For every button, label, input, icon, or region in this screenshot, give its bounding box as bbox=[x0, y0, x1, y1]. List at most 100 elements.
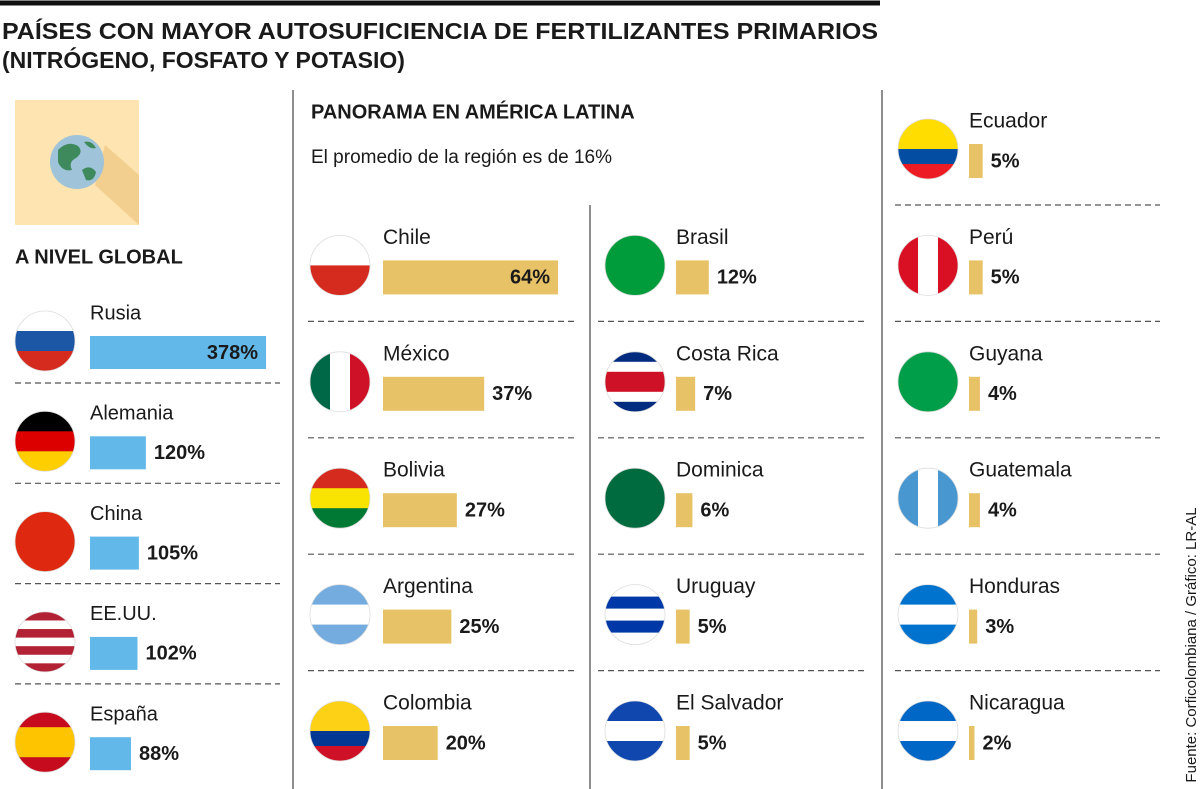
section-subtitle: El promedio de la región es de 16% bbox=[311, 147, 612, 168]
flag-outline bbox=[14, 611, 76, 673]
flag-outline bbox=[309, 234, 371, 296]
category-label: Costa Rica bbox=[676, 342, 779, 365]
bar bbox=[90, 336, 266, 369]
flag-stripe bbox=[605, 608, 665, 622]
flag-stripe bbox=[15, 411, 75, 432]
value-label: 2% bbox=[982, 732, 1011, 754]
bar bbox=[676, 726, 690, 760]
flag-stripe bbox=[918, 468, 939, 529]
category-label: España bbox=[90, 703, 159, 725]
flag-outline bbox=[604, 351, 666, 413]
flag-stripe bbox=[898, 701, 958, 722]
category-label: Colombia bbox=[383, 692, 472, 715]
flag-stripe bbox=[15, 637, 75, 647]
flag-stripe bbox=[15, 431, 75, 452]
flag-stripe bbox=[310, 604, 370, 626]
value-label: 3% bbox=[985, 616, 1014, 638]
flag bbox=[310, 468, 370, 529]
source: Fuente: Corficolombiana / Gráfico: LR-AL bbox=[1183, 507, 1200, 782]
flag-stripe bbox=[605, 401, 665, 412]
flag-outline bbox=[897, 118, 959, 180]
flag-stripe bbox=[310, 624, 370, 645]
bar bbox=[969, 260, 983, 295]
flag-stripe bbox=[605, 468, 665, 529]
flag-stripe bbox=[898, 741, 958, 761]
flag-stripe bbox=[898, 624, 958, 645]
section-title: PANORAMA EN AMÉRICA LATINA bbox=[311, 100, 635, 123]
bar bbox=[676, 493, 693, 528]
value-label: 27% bbox=[465, 499, 505, 521]
flag-outline bbox=[309, 700, 371, 762]
category-label: Ecuador bbox=[969, 110, 1047, 133]
flag-stripe bbox=[605, 235, 665, 296]
category-label: China bbox=[90, 503, 143, 525]
flag-stripe bbox=[605, 381, 665, 393]
bar bbox=[969, 144, 983, 178]
bar bbox=[383, 376, 485, 411]
flag-stripe bbox=[15, 611, 75, 621]
flag-stripe bbox=[898, 134, 958, 150]
flag-stripe bbox=[15, 331, 75, 352]
flag bbox=[898, 351, 958, 412]
value-label: 5% bbox=[991, 150, 1020, 172]
value-label: 4% bbox=[988, 383, 1017, 405]
bar bbox=[90, 636, 138, 670]
flag bbox=[605, 701, 665, 761]
flag-stripe bbox=[15, 311, 75, 332]
flag bbox=[898, 235, 958, 296]
flag-stripe bbox=[310, 351, 331, 412]
value-label: 4% bbox=[988, 499, 1017, 521]
bar bbox=[90, 436, 146, 470]
value-label: 12% bbox=[717, 267, 757, 289]
flag-stripe bbox=[310, 716, 370, 732]
flag-stripe bbox=[15, 451, 75, 472]
flag-stripe bbox=[330, 351, 351, 412]
flag bbox=[605, 351, 665, 412]
bar bbox=[383, 260, 558, 295]
value-label: 105% bbox=[147, 542, 198, 564]
flag-stripe bbox=[605, 596, 665, 610]
flag bbox=[898, 584, 958, 645]
flag-stripe bbox=[15, 351, 75, 371]
bar bbox=[676, 260, 709, 295]
flag-stripe bbox=[898, 604, 958, 626]
bar bbox=[90, 737, 131, 771]
flag-stripe bbox=[15, 742, 75, 758]
flag-stripe bbox=[15, 727, 75, 743]
flag-outline bbox=[897, 584, 959, 645]
flag-stripe bbox=[310, 468, 370, 489]
flag-outline bbox=[14, 410, 76, 472]
flag-outline bbox=[604, 467, 666, 529]
flag-stripe bbox=[310, 584, 370, 606]
flag-stripe bbox=[605, 620, 665, 634]
bar bbox=[383, 726, 438, 760]
flag-stripe bbox=[605, 361, 665, 373]
category-label: México bbox=[383, 342, 450, 365]
flag-outline bbox=[14, 511, 76, 572]
flag-stripe bbox=[898, 149, 958, 165]
flag bbox=[310, 584, 370, 645]
flag-stripe bbox=[898, 721, 958, 742]
category-label: Honduras bbox=[969, 575, 1060, 598]
flag-outline bbox=[309, 467, 371, 529]
flag-stripe bbox=[898, 584, 958, 606]
category-label: Nicaragua bbox=[969, 692, 1065, 715]
flag bbox=[898, 701, 958, 761]
flag-stripe bbox=[938, 235, 958, 296]
flag bbox=[605, 235, 665, 296]
flag-outline bbox=[604, 584, 666, 645]
value-label: 5% bbox=[698, 732, 727, 754]
flag-stripe bbox=[310, 508, 370, 529]
flag-stripe bbox=[15, 663, 75, 672]
flag-outline bbox=[604, 234, 666, 296]
value-label: 120% bbox=[154, 442, 205, 464]
flag bbox=[15, 311, 75, 371]
flag bbox=[15, 511, 75, 572]
flag-outline bbox=[604, 700, 666, 762]
flag-stripe bbox=[310, 488, 370, 509]
bar bbox=[969, 493, 980, 528]
category-label: Guatemala bbox=[969, 459, 1072, 482]
flag-outline bbox=[897, 234, 959, 296]
flag-outline bbox=[309, 351, 371, 413]
